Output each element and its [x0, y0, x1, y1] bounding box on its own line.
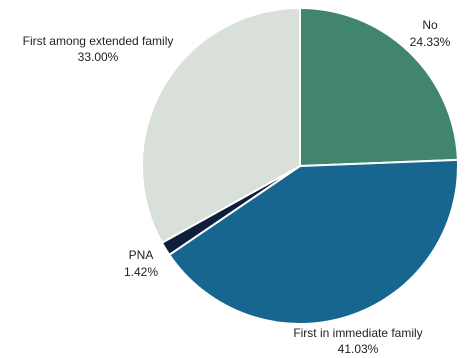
svg-text:33.00%: 33.00%: [78, 50, 119, 64]
slice-label-first-in-immediate-family: First in immediate family: [293, 326, 422, 340]
slice-value-pna: 1.42%: [124, 265, 158, 279]
svg-text:No: No: [422, 18, 438, 32]
slice-value-first-among-extended-family: 33.00%: [78, 50, 119, 64]
svg-text:PNA: PNA: [129, 248, 154, 262]
pie-slices: [141, 7, 459, 325]
svg-text:First in immediate family: First in immediate family: [293, 326, 422, 340]
svg-text:24.33%: 24.33%: [410, 35, 451, 49]
pie-slice-first-in-immediate-family: [168, 158, 459, 325]
svg-text:41.03%: 41.03%: [338, 342, 379, 356]
slice-value-first-in-immediate-family: 41.03%: [338, 342, 379, 356]
pie-slice-first-among-extended-family: [141, 7, 301, 244]
slice-value-no: 24.33%: [410, 35, 451, 49]
slice-label-pna: PNA: [129, 248, 154, 262]
svg-text:1.42%: 1.42%: [124, 265, 158, 279]
slice-label-no: No: [422, 18, 438, 32]
pie-slice-no: [299, 7, 459, 167]
slice-label-first-among-extended-family: First among extended family: [23, 34, 174, 48]
svg-text:First among extended family: First among extended family: [23, 34, 174, 48]
